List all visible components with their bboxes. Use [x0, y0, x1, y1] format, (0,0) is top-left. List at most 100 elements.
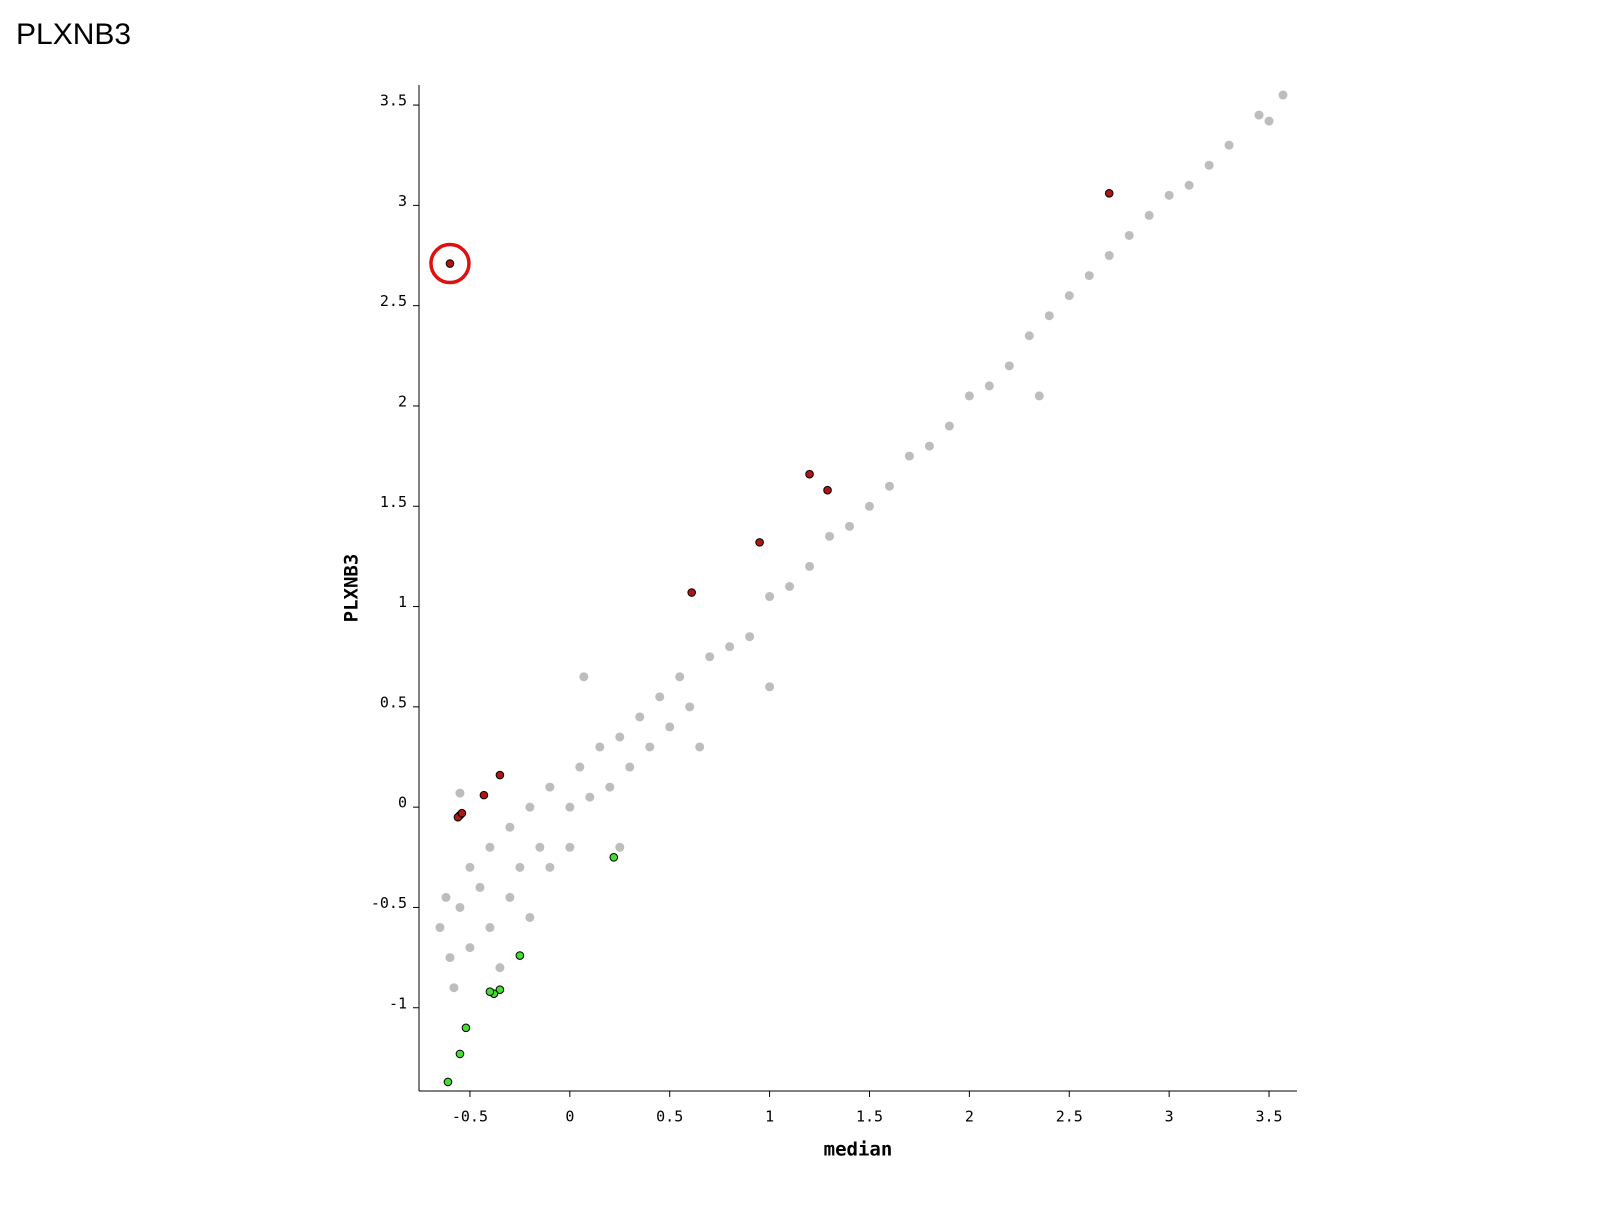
- x-tick-label: 1: [765, 1108, 774, 1126]
- point: [485, 923, 495, 933]
- y-tick-label: -0.5: [371, 894, 407, 912]
- x-tick-label: 2.5: [1056, 1108, 1083, 1126]
- highlight-point: [485, 987, 495, 997]
- point: [495, 963, 505, 973]
- point: [455, 902, 465, 912]
- highlight-point: [457, 808, 467, 818]
- point: [525, 912, 535, 922]
- point: [585, 792, 595, 802]
- highlight-point: [479, 790, 489, 800]
- point: [884, 481, 894, 491]
- point: [805, 561, 815, 571]
- point: [1104, 251, 1114, 261]
- point: [525, 802, 535, 812]
- x-tick-label: 0.5: [656, 1108, 683, 1126]
- point: [705, 652, 715, 662]
- point: [1024, 331, 1034, 341]
- point: [1184, 180, 1194, 190]
- chart-title: PLXNB3: [16, 18, 131, 51]
- point: [924, 441, 934, 451]
- point: [1124, 230, 1134, 240]
- point: [1034, 391, 1044, 401]
- point: [1278, 90, 1288, 100]
- highlight-point: [1104, 189, 1114, 198]
- point: [765, 682, 775, 692]
- highlight-point: [755, 538, 764, 547]
- point: [655, 692, 665, 702]
- point: [575, 762, 585, 772]
- y-tick-label: 0: [398, 794, 407, 812]
- point: [864, 501, 874, 511]
- y-tick-label: -1: [389, 994, 407, 1012]
- point: [545, 862, 555, 872]
- point: [465, 862, 475, 872]
- point: [579, 672, 589, 682]
- point: [1004, 361, 1014, 371]
- point: [565, 842, 575, 852]
- point: [1224, 140, 1234, 150]
- point: [445, 953, 455, 963]
- point: [535, 842, 545, 852]
- highlight-point: [495, 770, 505, 780]
- point: [845, 521, 855, 531]
- point: [625, 762, 635, 772]
- point: [765, 592, 775, 602]
- y-tick-label: 2.5: [380, 292, 407, 310]
- point: [1204, 160, 1214, 170]
- point: [515, 862, 525, 872]
- point: [605, 782, 615, 792]
- point: [615, 732, 625, 742]
- point: [1044, 311, 1054, 321]
- point: [695, 742, 705, 752]
- point: [825, 531, 835, 541]
- point: [1064, 291, 1074, 301]
- highlight-point: [609, 853, 619, 862]
- point: [1144, 210, 1154, 220]
- point: [595, 742, 605, 752]
- point: [441, 892, 451, 902]
- y-tick-label: 1.5: [380, 493, 407, 511]
- point: [485, 842, 495, 852]
- highlight-point: [461, 1023, 471, 1033]
- highlight-ring: [429, 242, 471, 285]
- point: [565, 802, 575, 812]
- point: [505, 892, 515, 902]
- point: [745, 632, 755, 642]
- x-tick-label: 1.5: [856, 1108, 883, 1126]
- point: [465, 943, 475, 953]
- highlight-point: [515, 951, 525, 960]
- point: [1164, 190, 1174, 200]
- highlight-point: [687, 588, 696, 597]
- x-tick-label: 3.5: [1255, 1108, 1282, 1126]
- x-tick-label: -0.5: [452, 1108, 488, 1126]
- y-tick-label: 3: [398, 192, 407, 210]
- x-axis-label: median: [824, 1139, 893, 1161]
- point: [944, 421, 954, 431]
- point: [615, 842, 625, 852]
- y-tick-label: 0.5: [380, 693, 407, 711]
- highlight-point: [455, 1049, 465, 1059]
- point: [455, 788, 465, 798]
- x-tick-label: 0: [565, 1108, 574, 1126]
- highlight-point: [445, 259, 455, 268]
- point: [1084, 271, 1094, 281]
- point: [685, 702, 695, 712]
- point: [904, 451, 914, 461]
- highlight-point: [823, 485, 832, 495]
- point: [645, 742, 655, 752]
- point: [984, 381, 994, 391]
- x-tick-label: 3: [1165, 1108, 1174, 1126]
- point: [675, 672, 685, 682]
- y-tick-label: 2: [398, 392, 407, 410]
- point: [475, 882, 485, 892]
- point: [1264, 116, 1274, 126]
- point: [665, 722, 675, 732]
- x-tick-label: 2: [965, 1108, 974, 1126]
- point: [545, 782, 555, 792]
- point: [449, 983, 459, 993]
- point: [785, 581, 795, 591]
- point: [964, 391, 974, 401]
- y-axis-label: PLXNB3: [341, 554, 363, 623]
